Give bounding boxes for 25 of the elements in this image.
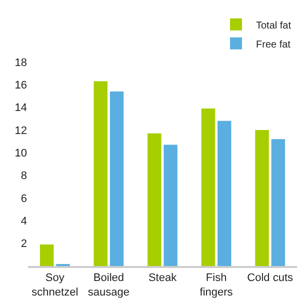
bar — [255, 130, 269, 266]
y-tick-label: 8 — [20, 170, 27, 182]
legend-label: Total fat — [256, 20, 292, 32]
y-tick-label: 12 — [14, 124, 27, 137]
y-tick-label: 4 — [20, 216, 27, 228]
legend-label: Free fat — [256, 39, 291, 50]
y-tick-label: 10 — [14, 148, 27, 160]
bar — [148, 133, 162, 266]
bar — [110, 91, 124, 266]
bar — [201, 108, 216, 266]
x-tick-label: Steak — [148, 272, 178, 284]
y-tick-label: 16 — [14, 80, 27, 92]
y-tick-label: 2 — [20, 238, 27, 250]
y-tick-label: 14 — [14, 102, 27, 114]
bar — [94, 81, 108, 266]
y-tick-label: 18 — [14, 56, 27, 69]
bar — [40, 244, 54, 266]
bar — [218, 120, 232, 266]
x-tick-label: Soy schnetzel — [32, 272, 78, 298]
bar — [164, 144, 178, 266]
x-tick-label: Fish fingers — [200, 272, 234, 298]
bar — [271, 139, 286, 266]
y-tick-label: 6 — [20, 192, 27, 205]
x-tick-label: Boiled sausage — [88, 272, 130, 298]
x-tick-label: Cold cuts — [247, 272, 294, 284]
